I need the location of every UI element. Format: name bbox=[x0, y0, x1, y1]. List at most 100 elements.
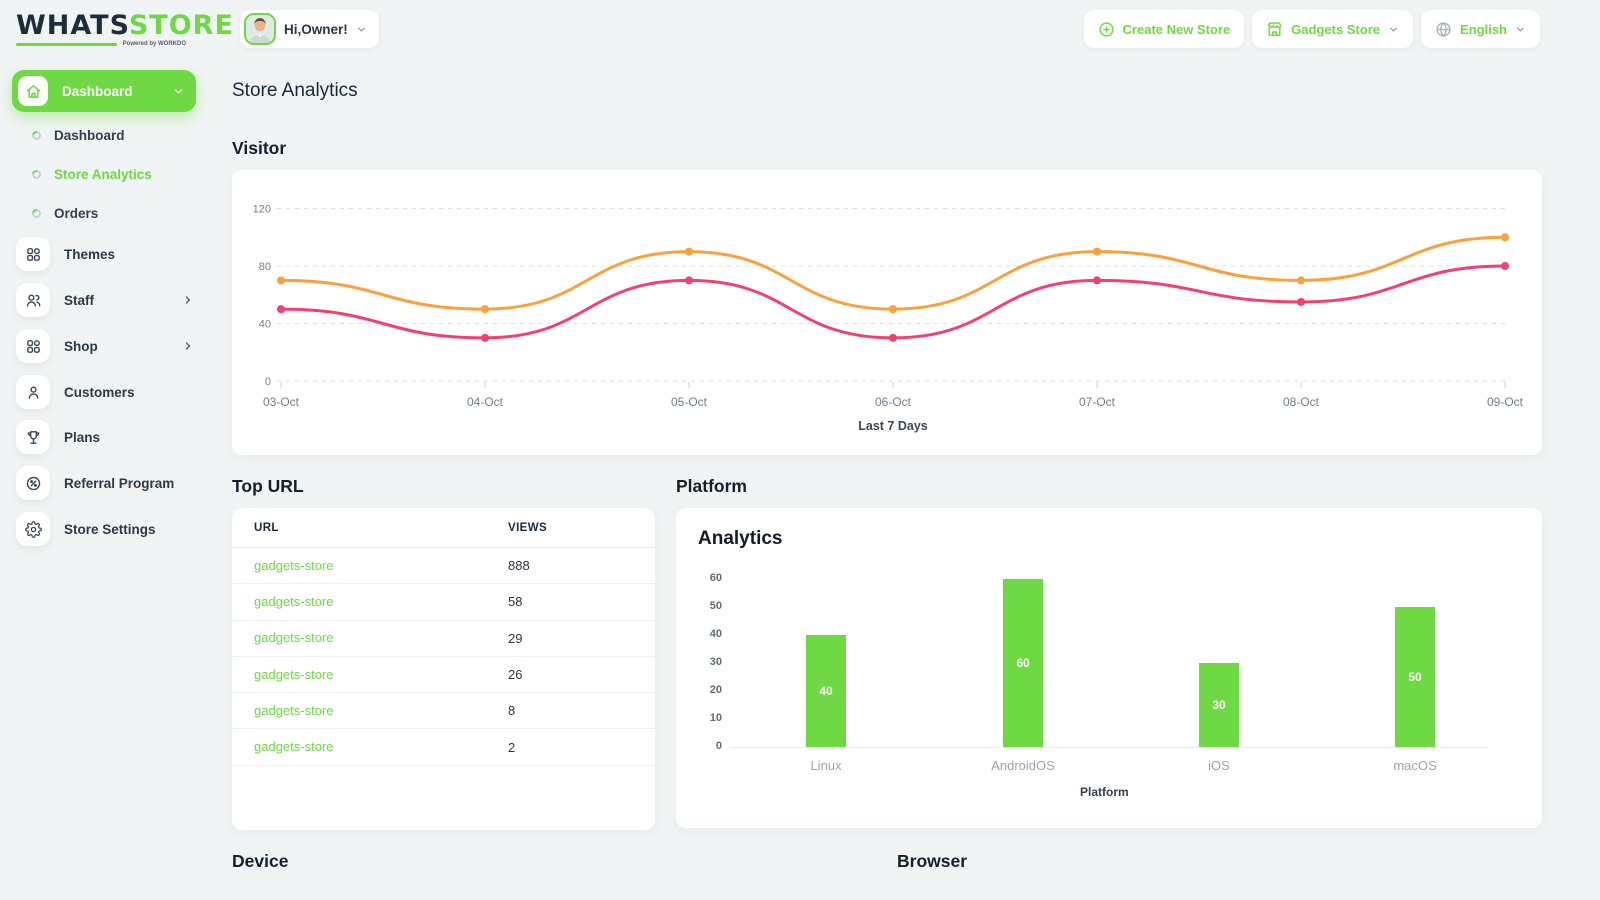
sidebar-dashboard-label: Dashboard bbox=[62, 83, 133, 99]
table-row: gadgets-store 26 bbox=[232, 657, 655, 694]
data-point bbox=[1093, 276, 1101, 285]
table-row: gadgets-store 29 bbox=[232, 621, 655, 657]
data-point bbox=[277, 305, 285, 314]
url-link[interactable]: gadgets-store bbox=[254, 702, 334, 718]
chevron-down-icon bbox=[1390, 26, 1397, 32]
sidebar-item-customers[interactable]: Customers bbox=[12, 374, 208, 410]
views-value: 29 bbox=[508, 630, 523, 646]
logo-tagline: Powered by WORKDO bbox=[122, 41, 186, 47]
page-title: Store Analytics bbox=[232, 80, 358, 101]
store-selector-button[interactable]: Gadgets Store bbox=[1252, 10, 1414, 48]
bar-category-label: macOS bbox=[1393, 758, 1437, 773]
platform-section-title: Platform bbox=[676, 476, 747, 496]
views-value: 888 bbox=[508, 558, 530, 574]
sidebar-item-referral-program[interactable]: Referral Program bbox=[12, 465, 208, 501]
x-axis-tick-label: 08-Oct bbox=[1283, 395, 1320, 409]
sidebar-item-dashboard-parent[interactable]: Dashboard bbox=[12, 70, 196, 112]
bar-category-label: Linux bbox=[810, 758, 842, 773]
percent-badge-icon bbox=[16, 466, 50, 500]
top-url-card: URL VIEWS gadgets-store 888 gadgets-stor… bbox=[232, 508, 655, 830]
views-column-header: VIEWS bbox=[508, 521, 548, 534]
url-link[interactable]: gadgets-store bbox=[254, 666, 334, 682]
table-row: gadgets-store 888 bbox=[232, 548, 655, 585]
bar-ios: 30 bbox=[1199, 663, 1239, 747]
chevron-right-icon bbox=[185, 296, 191, 304]
user-icon bbox=[16, 375, 50, 409]
visitor-section-title: Visitor bbox=[232, 138, 287, 158]
x-axis-baseline bbox=[732, 747, 1488, 748]
chevron-right-icon bbox=[185, 342, 191, 350]
url-link[interactable]: gadgets-store bbox=[254, 739, 334, 755]
platform-axis-label: Platform bbox=[1080, 785, 1129, 799]
x-axis-tick-label: 05-Oct bbox=[671, 395, 708, 409]
x-axis-tick-label: 09-Oct bbox=[1487, 395, 1524, 409]
y-axis-tick-label: 80 bbox=[259, 261, 271, 273]
trophy-icon bbox=[16, 420, 50, 454]
url-link[interactable]: gadgets-store bbox=[254, 557, 334, 573]
y-axis-tick-label: 30 bbox=[709, 656, 722, 668]
data-point bbox=[481, 333, 489, 342]
data-point bbox=[1297, 276, 1305, 285]
bullet-donut-icon bbox=[30, 167, 43, 181]
app-logo[interactable]: WHATSSTORE Powered by WORKDO bbox=[16, 12, 233, 47]
y-axis-tick-label: 0 bbox=[265, 376, 271, 388]
bullet-donut-icon bbox=[30, 128, 43, 142]
visitor-line-chart: 0 40 80 120 03-Oct 04-Oct 05-Oct 06-Oct 07-Oct 08… bbox=[253, 204, 1524, 434]
views-value: 58 bbox=[508, 594, 523, 610]
y-axis-tick-label: 50 bbox=[709, 600, 722, 612]
globe-icon bbox=[1436, 21, 1451, 37]
logo-underline bbox=[16, 42, 117, 46]
data-point bbox=[1501, 233, 1509, 242]
data-point bbox=[685, 247, 693, 256]
store-selector-label: Gadgets Store bbox=[1291, 21, 1381, 37]
sidebar-item-store-settings[interactable]: Store Settings bbox=[12, 511, 208, 547]
bar-macos: 50 bbox=[1395, 607, 1435, 747]
url-link[interactable]: gadgets-store bbox=[254, 630, 334, 646]
platform-chart-card: Analytics Platform 0 10 20 30 40 50 60 40 Linux 6… bbox=[676, 508, 1542, 828]
visitor-chart-card: 0 40 80 120 03-Oct 04-Oct 05-Oct 06-Oct 07-Oct 08… bbox=[232, 170, 1542, 455]
sidebar-item-themes[interactable]: Themes bbox=[12, 236, 208, 272]
chevron-down-icon bbox=[1517, 26, 1524, 32]
sidebar-item-orders[interactable]: Orders bbox=[12, 202, 196, 224]
views-value: 26 bbox=[508, 667, 523, 683]
data-point bbox=[889, 305, 897, 314]
y-axis-tick-label: 60 bbox=[709, 572, 722, 584]
sidebar-item-dashboard[interactable]: Dashboard bbox=[12, 124, 196, 146]
bar-androidos: 60 bbox=[1003, 579, 1043, 747]
grid-icon bbox=[16, 329, 50, 363]
user-menu-button[interactable]: Hi,Owner! bbox=[240, 10, 379, 48]
bar-value-label: 50 bbox=[1408, 670, 1422, 684]
grid-icon bbox=[16, 237, 50, 271]
chevron-down-icon bbox=[175, 88, 182, 94]
data-point bbox=[1501, 262, 1509, 270]
y-axis-tick-label: 120 bbox=[253, 204, 271, 216]
gear-icon bbox=[16, 512, 50, 546]
data-point bbox=[277, 276, 285, 285]
bar-value-label: 30 bbox=[1212, 698, 1226, 712]
top-url-section-title: Top URL bbox=[232, 476, 304, 496]
create-new-store-label: Create New Store bbox=[1122, 21, 1231, 37]
bullet-donut-icon bbox=[30, 206, 43, 220]
y-axis-tick-label: 0 bbox=[715, 740, 722, 752]
views-value: 8 bbox=[508, 703, 516, 719]
sidebar-item-store-analytics[interactable]: Store Analytics bbox=[12, 163, 196, 185]
data-point bbox=[685, 276, 693, 285]
bar-value-label: 40 bbox=[819, 684, 833, 698]
platform-chart-title: Analytics bbox=[698, 528, 783, 549]
data-point bbox=[1297, 297, 1305, 306]
users-icon bbox=[16, 283, 50, 317]
storefront-icon bbox=[1267, 21, 1282, 36]
home-icon bbox=[18, 76, 48, 106]
x-axis-tick-label: 03-Oct bbox=[263, 395, 300, 409]
create-new-store-button[interactable]: Create New Store bbox=[1083, 10, 1245, 48]
language-selector-button[interactable]: English bbox=[1421, 10, 1540, 48]
browser-section-title: Browser bbox=[897, 851, 968, 871]
url-link[interactable]: gadgets-store bbox=[254, 593, 334, 609]
device-section-title: Device bbox=[232, 851, 289, 871]
sidebar-item-shop[interactable]: Shop bbox=[12, 328, 208, 364]
line-series-visitors-pink bbox=[279, 264, 1507, 340]
bar-value-label: 60 bbox=[1016, 656, 1030, 670]
sidebar-item-plans[interactable]: Plans bbox=[12, 419, 208, 455]
sidebar-item-staff[interactable]: Staff bbox=[12, 282, 208, 318]
data-point bbox=[1093, 247, 1101, 256]
